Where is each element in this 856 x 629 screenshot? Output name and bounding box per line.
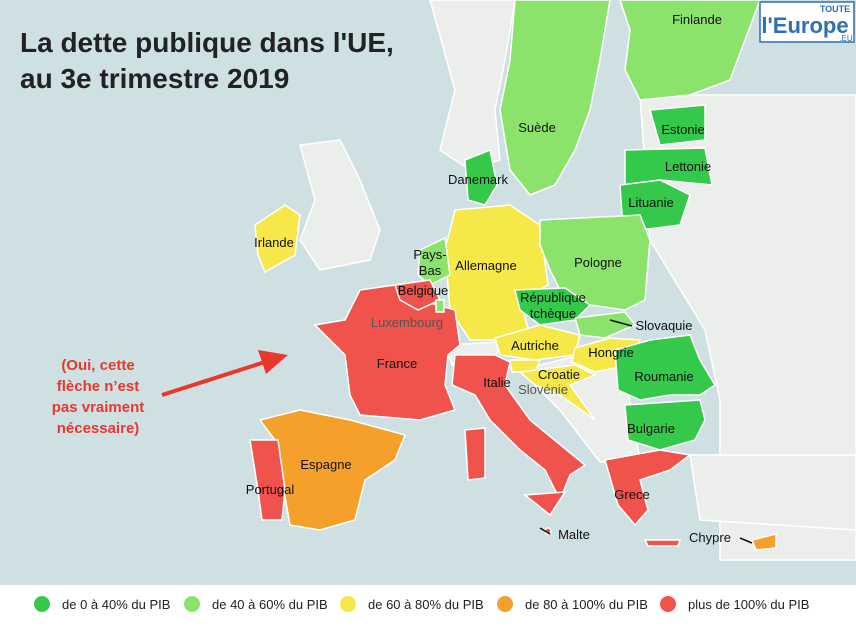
logo-top: TOUTE [820, 4, 850, 14]
country-shape [254, 204, 301, 274]
country-label: Bas [419, 263, 442, 278]
country-shape [464, 148, 498, 206]
country-label: Espagne [300, 457, 351, 472]
country-label: Bulgarie [627, 421, 675, 436]
country-shape [574, 311, 637, 339]
country-label: Irlande [254, 235, 294, 250]
legend-swatch [34, 596, 50, 612]
country-label: Danemark [448, 172, 508, 187]
country-shape [518, 364, 597, 421]
country-label: tchèque [530, 306, 576, 321]
annotation-line: flèche n’est [57, 378, 140, 395]
logo: TOUTE l'Europe .EU [759, 1, 855, 43]
legend-label: plus de 100% du PIB [688, 597, 809, 612]
country-shape [249, 439, 286, 521]
country-label: Slovénie [518, 382, 568, 397]
legend: de 0 à 40% du PIB de 40 à 60% du PIB de 60… [34, 596, 809, 612]
country-shape [539, 214, 651, 311]
country-label: Belgique [398, 283, 449, 298]
legend-label: de 60 à 80% du PIB [368, 597, 484, 612]
legend-swatch [340, 596, 356, 612]
country-label: Hongrie [588, 345, 634, 360]
annotation-line: pas vraiment [52, 399, 145, 416]
legend-label: de 40 à 60% du PIB [212, 597, 328, 612]
country-label: Italie [483, 375, 510, 390]
country-shape [604, 449, 692, 527]
country-label: Pologne [574, 255, 622, 270]
country-shape [750, 533, 777, 551]
country-label: Malte [558, 527, 590, 542]
country-shape [435, 299, 445, 313]
country-label: Slovaquie [635, 318, 692, 333]
malte-pointer [539, 527, 551, 535]
country-shape [643, 539, 682, 547]
country-label: République [520, 290, 586, 305]
legend-label: de 80 à 100% du PIB [525, 597, 648, 612]
title-line: La dette publique dans l'UE, [20, 27, 394, 58]
legend-swatch [184, 596, 200, 612]
logo-main: l'Europe [761, 13, 848, 38]
country-labels: Finlande Suède Estonie Lettonie Lituanie Dane… [246, 12, 731, 545]
annotation-line: nécessaire) [57, 420, 140, 437]
country-label: Croatie [538, 367, 580, 382]
annotation: (Oui, cette flèche n’est pas vraiment né… [52, 350, 288, 437]
country-label: Estonie [661, 122, 704, 137]
annotation-line: (Oui, cette [61, 357, 134, 374]
country-shape [614, 334, 717, 401]
country-shape [523, 491, 567, 517]
country-label: Lettonie [665, 159, 711, 174]
country-label: Luxembourg [371, 315, 443, 330]
country-shape [464, 427, 486, 481]
country-label: Lituanie [628, 195, 674, 210]
country-shape [624, 399, 706, 451]
logo-box [759, 1, 855, 43]
legend-label: de 0 à 40% du PIB [62, 597, 170, 612]
chypre-pointer [739, 537, 753, 544]
legend-swatch [497, 596, 513, 612]
arrow-shaft [161, 360, 266, 397]
title-line: au 3e trimestre 2019 [20, 63, 289, 94]
country-shape [619, 0, 761, 101]
country-label: Chypre [689, 530, 731, 545]
country-label: Suède [518, 120, 556, 135]
country-shape [624, 147, 713, 186]
slovaquie-pointer [609, 319, 633, 327]
country-label: Grece [614, 487, 649, 502]
country-label: Allemagne [455, 258, 516, 273]
country-label: Pays- [413, 247, 446, 262]
country-label: France [377, 356, 417, 371]
countries [249, 0, 777, 551]
logo-suffix: .EU [839, 34, 853, 43]
country-label: Finlande [672, 12, 722, 27]
country-label: Autriche [511, 338, 559, 353]
country-shape [313, 284, 461, 421]
legend-bg [0, 585, 856, 624]
country-shape [451, 354, 587, 502]
country-shape [394, 279, 442, 311]
country-shape [499, 0, 611, 196]
country-shape [649, 104, 706, 146]
country-label: Roumanie [634, 369, 693, 384]
country-shape [417, 236, 451, 286]
title: La dette publique dans l'UE, au 3e trime… [20, 27, 394, 94]
arrow-head [258, 350, 288, 374]
country-label: Portugal [246, 482, 295, 497]
legend-swatch [660, 596, 676, 612]
